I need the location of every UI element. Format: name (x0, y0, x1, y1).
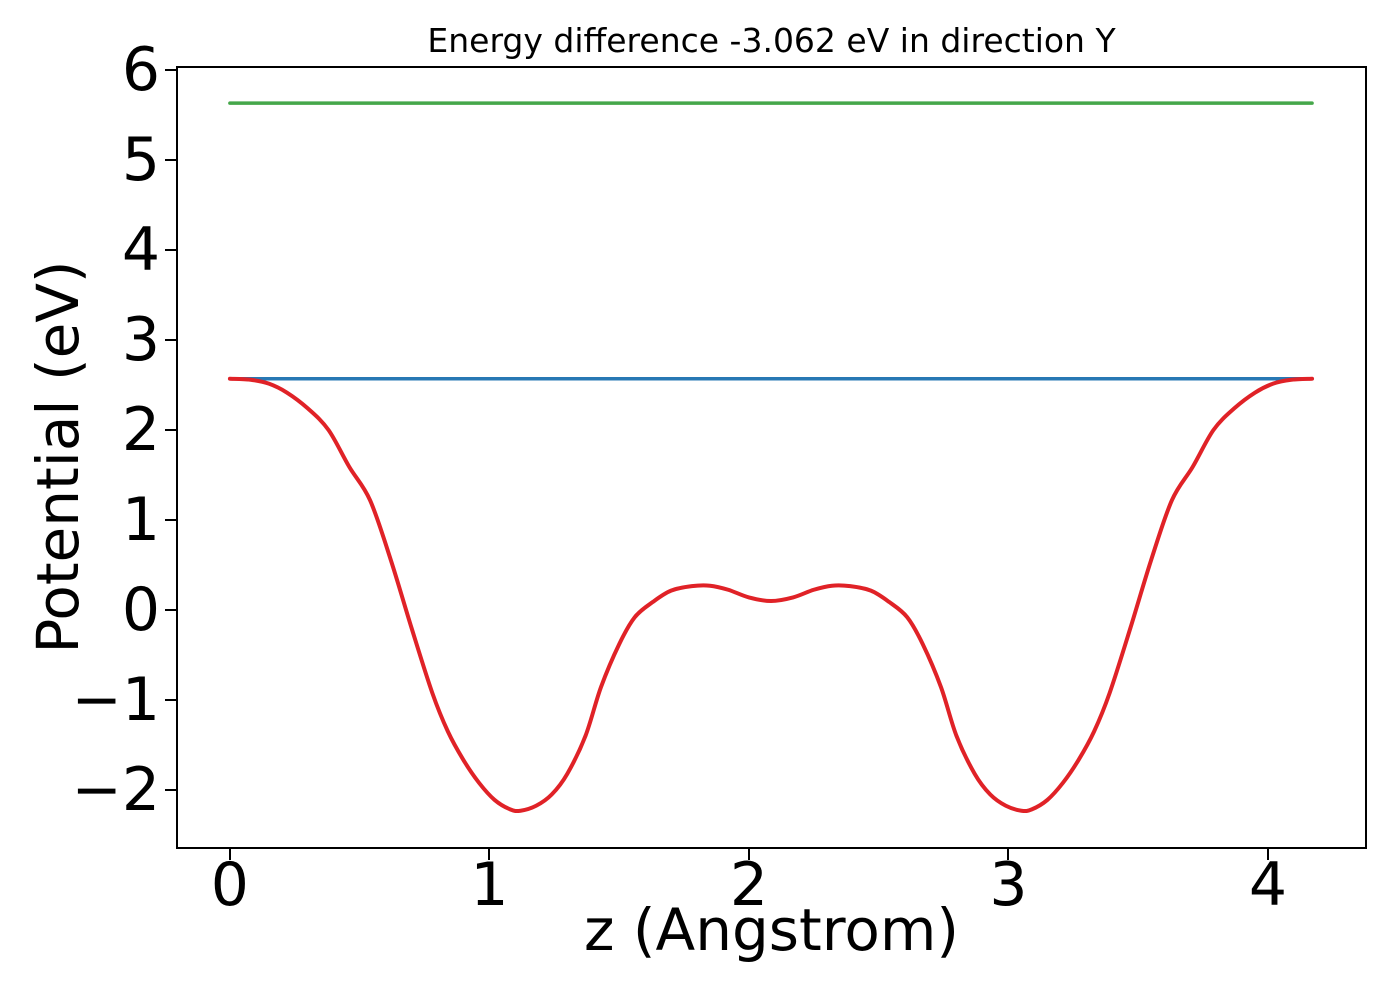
y-tick-label: −1 (71, 665, 160, 736)
y-axis-tick (165, 609, 176, 611)
x-tick-label: 1 (470, 850, 509, 920)
series-planar-averaged-potential (227, 376, 1315, 814)
y-axis-tick (165, 429, 176, 431)
y-axis-label: Potential (eV) (24, 260, 92, 654)
y-axis-tick (165, 248, 176, 251)
x-tick-label: 3 (989, 850, 1028, 920)
x-tick-label: 0 (210, 850, 249, 920)
y-tick-label: 3 (121, 304, 160, 375)
x-axis-tick (228, 849, 231, 860)
x-axis-tick (747, 849, 750, 860)
y-axis-tick (165, 68, 176, 71)
x-axis-tick (488, 849, 491, 860)
plot-svg (227, 101, 1315, 814)
y-axis-tick (165, 699, 176, 702)
y-axis-tick (165, 789, 176, 792)
y-tick-label: 4 (121, 214, 160, 285)
x-tick-label: 2 (729, 850, 769, 920)
x-axis-tick (1266, 849, 1269, 860)
x-tick-label: 4 (1248, 850, 1288, 920)
y-tick-label: 2 (121, 395, 160, 465)
y-tick-label: 1 (121, 485, 160, 555)
y-tick-label: 6 (121, 34, 160, 105)
y-axis-tick (165, 158, 176, 161)
y-tick-label: −2 (71, 755, 160, 826)
x-axis-tick (1007, 849, 1010, 860)
y-axis-tick (165, 519, 176, 521)
y-axis-tick (165, 338, 176, 341)
y-tick-label: 0 (121, 575, 160, 645)
y-tick-label: 5 (121, 124, 160, 195)
plot-area (176, 66, 1367, 849)
chart-title: Energy difference -3.062 eV in direction… (427, 21, 1116, 60)
x-axis-label: z (Angstrom) (584, 896, 959, 964)
